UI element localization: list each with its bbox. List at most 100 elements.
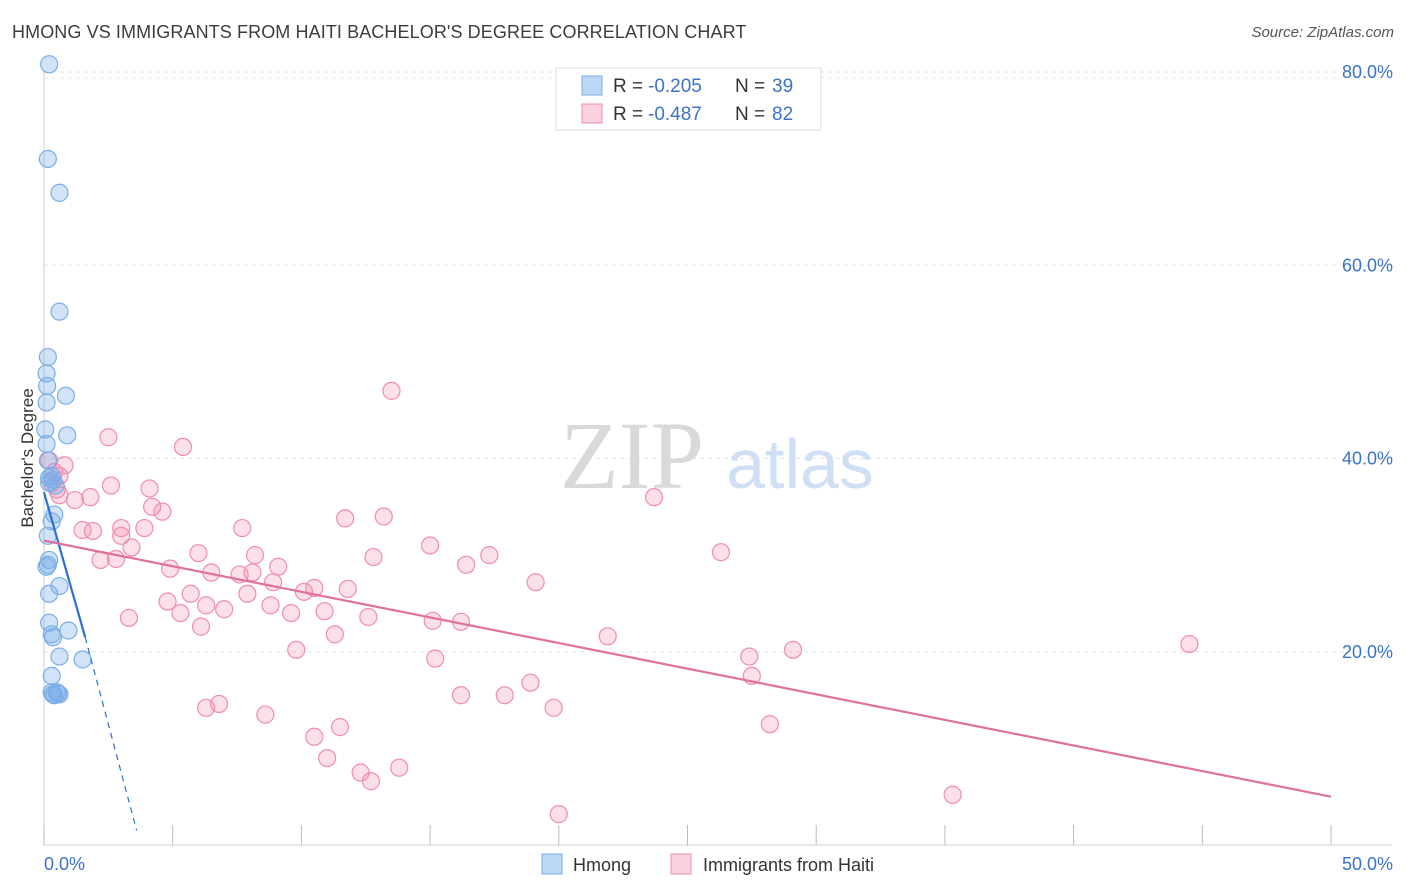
x-tick-labels: 0.0% 50.0% bbox=[44, 854, 1393, 874]
source-label: Source: ZipAtlas.com bbox=[1251, 24, 1394, 41]
legend-r-value: -0.487 bbox=[648, 104, 702, 125]
hmong-point bbox=[50, 183, 69, 202]
hmong-point bbox=[59, 621, 78, 640]
gridlines bbox=[44, 71, 1392, 653]
haiti-point bbox=[189, 544, 208, 563]
haiti-point bbox=[760, 715, 779, 734]
haiti-point bbox=[153, 502, 172, 521]
haiti-point bbox=[171, 603, 190, 623]
watermark-atlas: atlas bbox=[726, 425, 874, 503]
hmong-point bbox=[56, 386, 75, 405]
chart-title: HMONG VS IMMIGRANTS FROM HAITI BACHELOR'… bbox=[12, 22, 747, 42]
hmong-trend-extension bbox=[84, 637, 138, 831]
haiti-point bbox=[119, 608, 139, 628]
legend-r-label: R = bbox=[613, 104, 643, 125]
hmong-point bbox=[43, 685, 63, 704]
legend-swatch-haiti[interactable] bbox=[670, 853, 692, 875]
hmong-point bbox=[38, 149, 57, 169]
haiti-point bbox=[549, 804, 568, 824]
series-legend: Hmong Immigrants from Haiti bbox=[541, 853, 874, 875]
hmong-point bbox=[50, 302, 69, 321]
hmong-point bbox=[42, 666, 61, 686]
hmong-point bbox=[40, 613, 59, 632]
hmong-point bbox=[50, 685, 69, 704]
haiti-point bbox=[521, 673, 540, 692]
haiti-point bbox=[423, 611, 442, 630]
hmong-point bbox=[38, 451, 57, 470]
haiti-point bbox=[112, 526, 131, 545]
watermark: ZIP atlas bbox=[560, 402, 874, 509]
haiti-point bbox=[197, 596, 216, 615]
haiti-point bbox=[261, 596, 280, 615]
hmong-point bbox=[40, 584, 59, 603]
haiti-point bbox=[158, 592, 177, 611]
y-tick-label: 40.0% bbox=[1342, 449, 1393, 469]
haiti-point bbox=[55, 456, 74, 475]
legend-n-value: 82 bbox=[772, 104, 793, 125]
haiti-point bbox=[305, 578, 324, 598]
haiti-point bbox=[238, 584, 257, 603]
legend-swatch-hmong bbox=[581, 75, 603, 96]
hmong-point bbox=[37, 434, 56, 454]
hmong-point bbox=[58, 426, 77, 445]
legend-n-label: N = bbox=[735, 104, 765, 125]
legend-swatch-hmong[interactable] bbox=[541, 853, 563, 875]
haiti-point bbox=[544, 698, 563, 717]
haiti-point bbox=[112, 518, 131, 538]
haiti-point bbox=[711, 543, 731, 562]
haiti-point bbox=[243, 563, 262, 582]
hmong-point bbox=[38, 347, 57, 367]
haiti-point bbox=[122, 538, 141, 557]
haiti-point bbox=[783, 640, 803, 659]
hmong-point bbox=[40, 55, 59, 74]
haiti-point bbox=[140, 479, 159, 498]
haiti-point bbox=[598, 627, 617, 646]
haiti-point bbox=[101, 476, 121, 495]
haiti-point bbox=[374, 507, 393, 526]
haiti-point bbox=[161, 559, 180, 578]
haiti-point bbox=[143, 497, 162, 516]
hmong-point bbox=[43, 628, 63, 647]
haiti-point bbox=[390, 758, 409, 777]
haiti-point bbox=[943, 785, 962, 804]
haiti-point bbox=[426, 649, 445, 668]
haiti-point bbox=[382, 381, 401, 400]
hmong-point bbox=[37, 376, 57, 396]
x-tick-label: 0.0% bbox=[44, 854, 85, 874]
haiti-point bbox=[191, 617, 211, 636]
haiti-point bbox=[233, 518, 252, 538]
haiti-point bbox=[245, 546, 265, 565]
haiti-point bbox=[65, 490, 84, 510]
haiti-trend-line bbox=[43, 539, 1332, 798]
legend-swatch-haiti bbox=[581, 103, 603, 124]
y-tick-label: 60.0% bbox=[1342, 255, 1393, 275]
x-tick-label: 50.0% bbox=[1342, 854, 1393, 874]
hmong-trend-line bbox=[42, 492, 87, 638]
haiti-point bbox=[495, 686, 514, 705]
haiti-point bbox=[336, 509, 355, 528]
haiti-point bbox=[99, 428, 118, 447]
haiti-point bbox=[173, 437, 193, 457]
legend-label-hmong[interactable]: Hmong bbox=[573, 855, 631, 875]
stats-legend: R = -0.205 N = 39 R = -0.487 N = 82 bbox=[555, 67, 822, 131]
hmong-point bbox=[73, 650, 92, 669]
haiti-point bbox=[451, 686, 471, 705]
haiti-point bbox=[359, 607, 378, 627]
axes bbox=[43, 70, 1392, 846]
trend-lines bbox=[42, 492, 1332, 831]
hmong-point bbox=[37, 364, 56, 383]
legend-n-value: 39 bbox=[772, 76, 793, 97]
y-tick-label: 20.0% bbox=[1342, 642, 1393, 662]
haiti-point bbox=[364, 547, 383, 567]
haiti-point bbox=[83, 521, 103, 541]
hmong-point bbox=[36, 420, 55, 439]
haiti-point bbox=[526, 573, 545, 592]
legend-label-haiti[interactable]: Immigrants from Haiti bbox=[703, 855, 874, 875]
hmong-point bbox=[50, 647, 69, 666]
haiti-point bbox=[480, 546, 499, 565]
haiti-point bbox=[315, 602, 334, 621]
haiti-point bbox=[644, 488, 664, 507]
haiti-point bbox=[1180, 634, 1199, 654]
legend-r-value: -0.205 bbox=[648, 76, 702, 97]
watermark-zip: ZIP bbox=[560, 402, 704, 509]
